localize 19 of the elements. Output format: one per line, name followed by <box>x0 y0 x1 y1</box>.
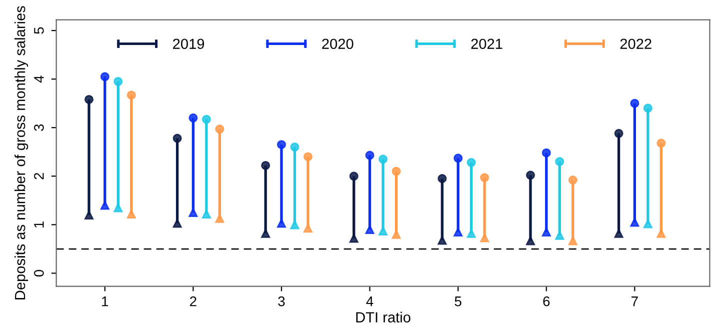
y-tick-label: 2 <box>34 172 44 180</box>
y-tick-label: 1 <box>34 221 44 228</box>
x-tick-label: 1 <box>102 296 108 306</box>
legend-label: 2022 <box>620 38 652 50</box>
legend-label: 2019 <box>173 38 204 50</box>
legend-label: 2021 <box>471 38 502 50</box>
y-tick-label: 5 <box>34 27 44 34</box>
x-tick-label: 7 <box>632 296 638 306</box>
x-tick-label: 4 <box>366 296 374 306</box>
legend-label: 2020 <box>322 38 354 50</box>
y-tick-label: 4 <box>34 76 44 83</box>
x-tick-label: 5 <box>454 296 462 306</box>
y-tick-label: 0 <box>34 270 44 277</box>
x-tick-label: 2 <box>190 296 196 306</box>
y-axis-title: Deposits as number of gross monthly salaries <box>14 6 28 300</box>
y-tick-label: 3 <box>34 124 44 131</box>
x-tick-label: 6 <box>543 296 550 306</box>
x-tick-label: 3 <box>278 296 285 306</box>
x-axis-title: DTI ratio <box>356 312 410 322</box>
